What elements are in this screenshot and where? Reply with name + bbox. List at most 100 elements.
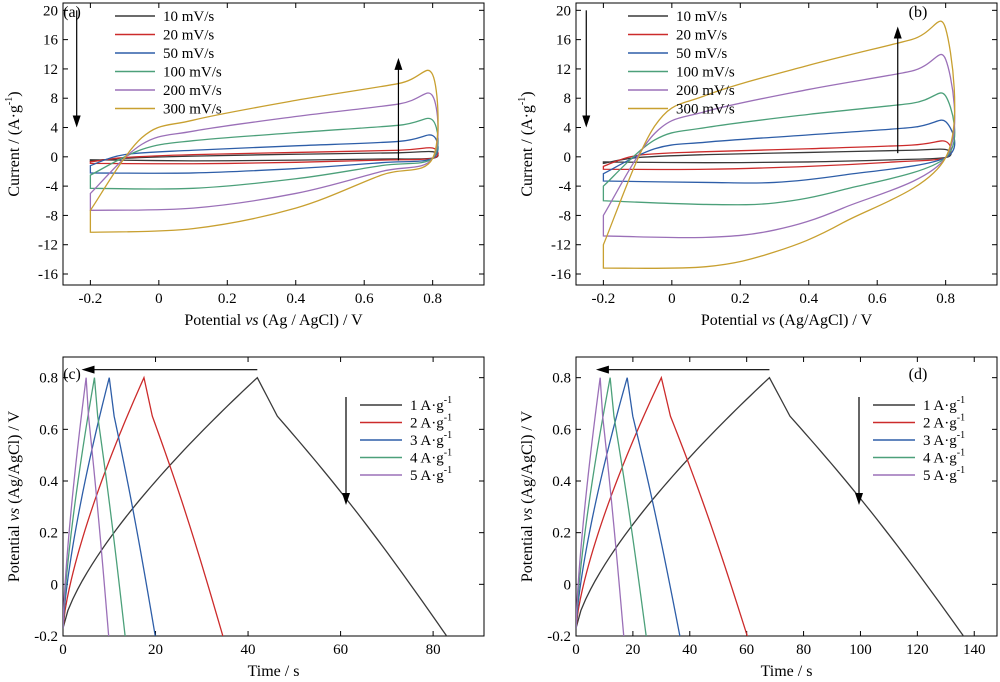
x-tick-label: 100 [849,642,872,658]
y-tick-label: 0 [564,150,572,166]
y-tick-label: 12 [43,62,58,78]
y-axis-label-part: -1 [517,97,528,105]
x-tick-label: 0.4 [799,291,818,307]
x-tick-label: 0 [155,291,163,307]
x-tick-label: 20 [625,642,640,658]
y-tick-label: 4 [564,121,572,137]
legend-label-part: -1 [957,430,965,441]
legend-label-4: 200 mV/s [676,83,735,99]
gcd-curve-4 [576,377,625,636]
cv-curve-4 [89,92,439,211]
x-tick-label: 0.6 [355,291,374,307]
x-axis-label-part: (Ag / AgCl) / V [259,312,364,329]
legend-label-1: 20 mV/s [163,28,214,44]
cv-curve-3 [89,117,439,190]
x-tick-label: 0.4 [286,291,305,307]
y-tick-label: 0.6 [552,422,571,438]
x-axis-label: Time / s [761,663,813,680]
legend-label-2: 50 mV/s [676,46,727,62]
legend-label-4: 5 A·g-1 [410,465,452,484]
gcd-curve-0 [576,376,965,636]
y-tick-label: -12 [551,238,571,254]
y-tick-label: 16 [43,33,59,49]
y-axis-label-part: ) [6,91,23,96]
legend-arrow-head [72,115,81,128]
x-axis-label: Potential vs (Ag/AgCl) / V [701,312,873,329]
legend-arrow-head [582,115,591,128]
legend-label-part: -1 [957,465,965,476]
x-tick-label: 0 [572,642,580,658]
panel-label: (b) [909,4,928,21]
y-tick-label: -0.2 [547,629,571,645]
cv-curve-5 [602,20,956,269]
legend-label-5: 300 mV/s [163,102,222,118]
x-tick-label: -0.2 [592,291,616,307]
y-tick-label: 0.4 [552,474,571,490]
legend-label-part: 2 A·g [923,416,957,432]
y-tick-label: 20 [43,3,58,19]
cv-curve-5 [89,69,439,233]
legend-label-3: 100 mV/s [676,65,735,81]
legend-label-0: 10 mV/s [163,9,214,25]
y-tick-label: 0.2 [552,526,571,542]
y-tick-label: 16 [556,33,572,49]
series-group [63,375,448,636]
legend-label-2: 3 A·g-1 [410,430,452,449]
y-axis-label-part: Current / (A·g [6,105,23,197]
gcd-curve-4 [63,377,110,636]
x-tick-label: 60 [333,642,348,658]
y-axis-label: Potential vs (Ag/AgCl) / V [6,410,23,582]
legend-label-part: -1 [444,413,452,424]
legend-label-part: -1 [444,448,452,459]
cv-curve-1 [89,147,439,165]
x-axis-label-part: Potential [701,312,762,329]
y-axis-label-part: (Ag/AgCl) / V [519,410,536,507]
y-tick-label: -4 [559,179,572,195]
x-tick-label: 0 [59,642,67,658]
plot-frame [575,2,998,286]
legend-label-part: 5 A·g [923,468,957,484]
legend-label-part: -1 [444,430,452,441]
y-tick-label: -4 [46,179,59,195]
y-tick-label: -0.2 [34,629,58,645]
legend-label-part: 1 A·g [410,398,444,414]
gcd-curve-1 [576,375,748,636]
x-tick-label: 0.6 [868,291,887,307]
y-tick-label: 0.4 [39,474,58,490]
panel-label: (d) [909,366,928,383]
legend-label-4: 200 mV/s [163,83,222,99]
y-tick-label: -16 [551,267,571,283]
y-axis-label-part: Current / (A·g [519,105,536,197]
gcd-curve-2 [576,377,681,636]
y-axis-label-part: ) [519,91,536,96]
y-tick-label: 8 [51,91,59,107]
y-tick-label: -8 [559,208,572,224]
series-group [89,69,439,233]
x-tick-label: 0 [668,291,676,307]
cv-curve-2 [602,119,956,184]
legend-label-part: 3 A·g [923,433,957,449]
plot-frame [575,356,998,637]
trend-arrow-head [595,365,609,374]
panel-label: (c) [63,366,81,383]
legend-label-3: 4 A·g-1 [410,448,452,467]
legend-label-0: 1 A·g-1 [410,395,452,414]
legend-label-1: 2 A·g-1 [410,413,452,432]
y-tick-label: 0.2 [39,526,58,542]
y-tick-label: 0.8 [39,371,58,387]
x-tick-label: 60 [739,642,754,658]
y-tick-label: 0 [564,577,572,593]
x-tick-label: 0.2 [218,291,237,307]
legend-label-part: -1 [957,395,965,406]
cv-curve-3 [602,92,956,206]
cv-curve-0 [89,150,439,162]
cv-curve-4 [602,53,956,239]
legend-arrow-head [855,493,863,505]
cv-curve-1 [602,140,952,171]
y-axis-label-part: -1 [4,97,15,105]
legend-label-part: 4 A·g [410,451,444,467]
x-tick-label: 120 [906,642,929,658]
y-tick-label: -16 [38,267,58,283]
y-axis-label-part: vs [6,508,23,521]
